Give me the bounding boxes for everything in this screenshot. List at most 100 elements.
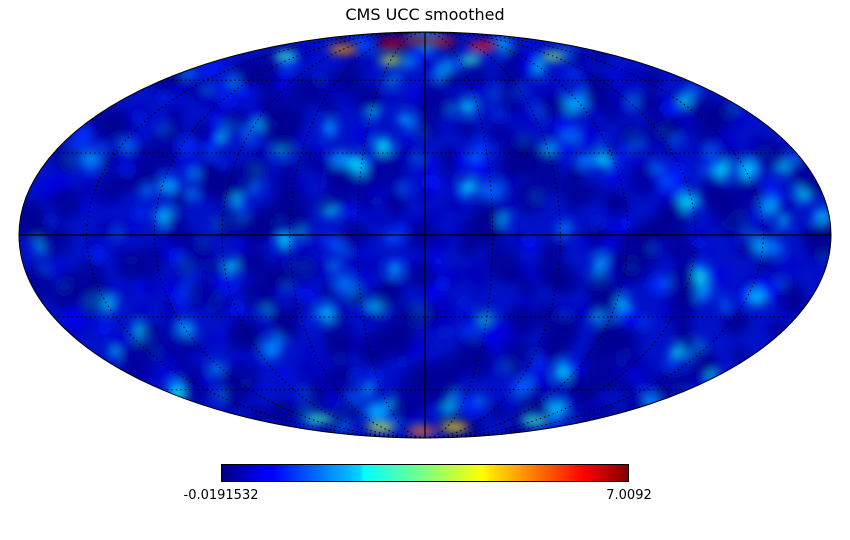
noise-blob (707, 251, 717, 261)
dark-blob (181, 363, 205, 387)
dark-blob (497, 61, 525, 89)
map-outline (18, 31, 832, 439)
noise-blob (535, 373, 546, 384)
noise-blob (337, 204, 348, 215)
dark-blob (784, 291, 808, 315)
noise-blob (744, 146, 756, 158)
dark-blob (204, 170, 238, 204)
meridian-line (86, 31, 426, 439)
noise-blob (341, 97, 355, 111)
dark-blob (508, 306, 527, 325)
noise-blob (450, 186, 460, 196)
noise-blob (135, 301, 149, 315)
noise-blob (268, 170, 279, 181)
noise-blob (462, 308, 478, 325)
noise-blob (118, 221, 132, 235)
dark-blob (191, 121, 212, 142)
noise-blob (469, 158, 489, 178)
dark-blob (219, 375, 245, 401)
dark-blob (187, 237, 213, 262)
noise-blob (448, 92, 467, 111)
dark-blob (374, 321, 405, 352)
dark-blob (38, 224, 72, 257)
noise-blob (669, 179, 684, 194)
dark-blob (670, 291, 698, 318)
noise-blob (398, 113, 411, 126)
dark-blob (381, 283, 402, 304)
noise-blob (355, 164, 367, 177)
noise-blob (112, 286, 126, 299)
noise-blob (778, 217, 789, 228)
hotspot (306, 414, 334, 423)
dark-blob (457, 237, 479, 259)
dark-blob (493, 84, 524, 115)
noise-blob (547, 399, 566, 418)
noise-blob (366, 212, 377, 223)
noise-blob (414, 415, 427, 427)
noise-blob (81, 150, 101, 170)
noise-blob (607, 170, 623, 186)
noise-blob (469, 273, 488, 292)
dark-blob (245, 229, 263, 248)
noise-blob (675, 151, 684, 161)
noise-blob (226, 299, 236, 308)
colorbar (221, 464, 629, 482)
dark-blob (384, 191, 408, 215)
dark-blob (102, 107, 135, 140)
meridian-line (289, 31, 426, 439)
dark-blob (259, 198, 295, 234)
dark-blob (551, 267, 581, 296)
noise-blob (207, 147, 216, 156)
noise-blob (753, 212, 765, 224)
noise-blob (460, 396, 481, 416)
dark-blob (406, 258, 439, 291)
dark-blob (456, 59, 488, 91)
dark-blob (605, 195, 629, 219)
noise-blob (109, 333, 129, 353)
dark-blob (368, 152, 403, 187)
noise-blob (253, 357, 266, 371)
dark-blob (299, 147, 324, 172)
noise-blob (601, 140, 620, 159)
hotspot (274, 52, 298, 61)
noise-blob (83, 169, 93, 179)
dark-blob (277, 322, 297, 342)
dark-blob (233, 57, 263, 87)
noise-blob (601, 237, 617, 253)
noise-blob (200, 89, 220, 109)
dark-blob (237, 245, 268, 277)
dark-blob (497, 155, 518, 176)
dark-blob (758, 254, 775, 272)
noise-blob (98, 217, 117, 236)
noise-blob (459, 298, 469, 308)
noise-blob (313, 239, 327, 253)
dark-blob (591, 46, 611, 67)
noise-blob (144, 116, 153, 125)
dark-blob (584, 222, 608, 246)
noise-blob (296, 43, 315, 61)
noise-blob (748, 288, 766, 307)
noise-blob (453, 200, 468, 215)
noise-blob (444, 266, 465, 286)
noise-blob (553, 116, 571, 134)
dark-blob (219, 105, 244, 131)
noise-blob (64, 325, 80, 341)
hotspot (520, 416, 549, 425)
noise-blob (813, 269, 824, 280)
noise-blob (494, 36, 512, 53)
dark-blob (305, 378, 331, 404)
dark-blob (457, 119, 477, 139)
dark-blob (731, 345, 749, 364)
noise-blob (767, 267, 780, 280)
noise-blob (532, 44, 545, 57)
noise-blob (297, 358, 317, 378)
hotspot (541, 52, 566, 61)
dark-blob (231, 323, 254, 345)
dark-blob (290, 297, 311, 318)
dark-blob (647, 214, 674, 241)
dark-blob (124, 366, 141, 383)
noise-blob (141, 106, 151, 117)
noise-blob (387, 91, 398, 103)
dark-blob (556, 171, 586, 201)
noise-blob (674, 352, 689, 368)
